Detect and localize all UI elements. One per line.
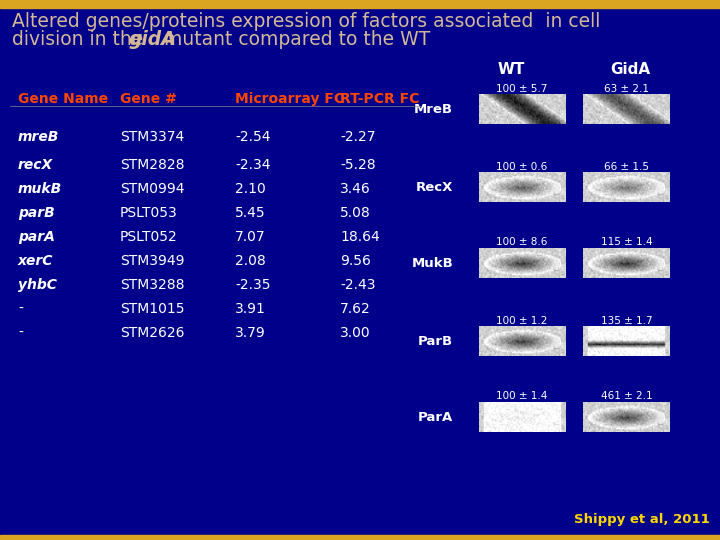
Text: 3.46: 3.46: [340, 182, 371, 196]
Text: 461 ± 2.1: 461 ± 2.1: [600, 392, 652, 401]
Text: MukB: MukB: [411, 256, 453, 270]
Text: 115 ± 1.4: 115 ± 1.4: [600, 238, 652, 247]
Text: Gene #: Gene #: [120, 92, 177, 106]
Text: 9.56: 9.56: [340, 254, 371, 268]
Bar: [0, 0, 720, 8]
Text: STM2828: STM2828: [120, 158, 184, 172]
Text: yhbC: yhbC: [18, 278, 57, 292]
Text: 5.45: 5.45: [235, 206, 266, 220]
Text: mreB: mreB: [18, 130, 59, 144]
Text: recX: recX: [18, 158, 53, 172]
Text: 100 ± 5.7: 100 ± 5.7: [496, 84, 548, 93]
Text: 66 ± 1.5: 66 ± 1.5: [604, 162, 649, 172]
Text: STM3949: STM3949: [120, 254, 184, 268]
Text: -2.27: -2.27: [340, 130, 376, 144]
Text: 3.91: 3.91: [235, 302, 266, 316]
Text: 3.00: 3.00: [340, 326, 371, 340]
Text: 100 ± 1.4: 100 ± 1.4: [496, 392, 548, 401]
Text: gidA: gidA: [129, 30, 176, 49]
Text: 100 ± 8.6: 100 ± 8.6: [496, 238, 548, 247]
Text: parA: parA: [18, 230, 55, 244]
Text: GidA: GidA: [610, 62, 650, 77]
Text: 100 ± 1.2: 100 ± 1.2: [496, 316, 548, 326]
Text: MreB: MreB: [414, 103, 453, 116]
Text: 5.08: 5.08: [340, 206, 371, 220]
Text: Microarray FC: Microarray FC: [235, 92, 344, 106]
Bar: [0, 535, 720, 540]
Text: 63 ± 2.1: 63 ± 2.1: [604, 84, 649, 93]
Text: Altered genes/proteins expression of factors associated  in cell: Altered genes/proteins expression of fac…: [12, 12, 600, 31]
Text: -2.43: -2.43: [340, 278, 376, 292]
Text: Shippy et al, 2011: Shippy et al, 2011: [575, 513, 710, 526]
Text: 18.64: 18.64: [340, 230, 379, 244]
Text: mukB: mukB: [18, 182, 62, 196]
Text: ParB: ParB: [418, 335, 453, 348]
Text: STM2626: STM2626: [120, 326, 184, 340]
Text: -: -: [18, 302, 23, 316]
Text: -5.28: -5.28: [340, 158, 376, 172]
Text: STM3288: STM3288: [120, 278, 184, 292]
Text: -2.54: -2.54: [235, 130, 271, 144]
Text: Gene Name: Gene Name: [18, 92, 108, 106]
Text: xerC: xerC: [18, 254, 53, 268]
Text: 7.62: 7.62: [340, 302, 371, 316]
Text: RecX: RecX: [416, 181, 453, 194]
Text: 2.10: 2.10: [235, 182, 266, 196]
Text: 135 ± 1.7: 135 ± 1.7: [600, 316, 652, 326]
Text: PSLT053: PSLT053: [120, 206, 178, 220]
Text: -: -: [18, 326, 23, 340]
Text: STM3374: STM3374: [120, 130, 184, 144]
Text: -2.34: -2.34: [235, 158, 271, 172]
Text: mutant compared to the WT: mutant compared to the WT: [158, 30, 431, 49]
Text: WT: WT: [498, 62, 525, 77]
Text: -2.35: -2.35: [235, 278, 271, 292]
Text: division in the: division in the: [12, 30, 149, 49]
Text: 2.08: 2.08: [235, 254, 266, 268]
Text: PSLT052: PSLT052: [120, 230, 178, 244]
Text: STM1015: STM1015: [120, 302, 184, 316]
Text: ParA: ParA: [418, 410, 453, 424]
Text: parB: parB: [18, 206, 55, 220]
Text: 7.07: 7.07: [235, 230, 266, 244]
Text: 100 ± 0.6: 100 ± 0.6: [496, 162, 548, 172]
Text: 3.79: 3.79: [235, 326, 266, 340]
Text: RT-PCR FC: RT-PCR FC: [340, 92, 419, 106]
Text: STM0994: STM0994: [120, 182, 184, 196]
